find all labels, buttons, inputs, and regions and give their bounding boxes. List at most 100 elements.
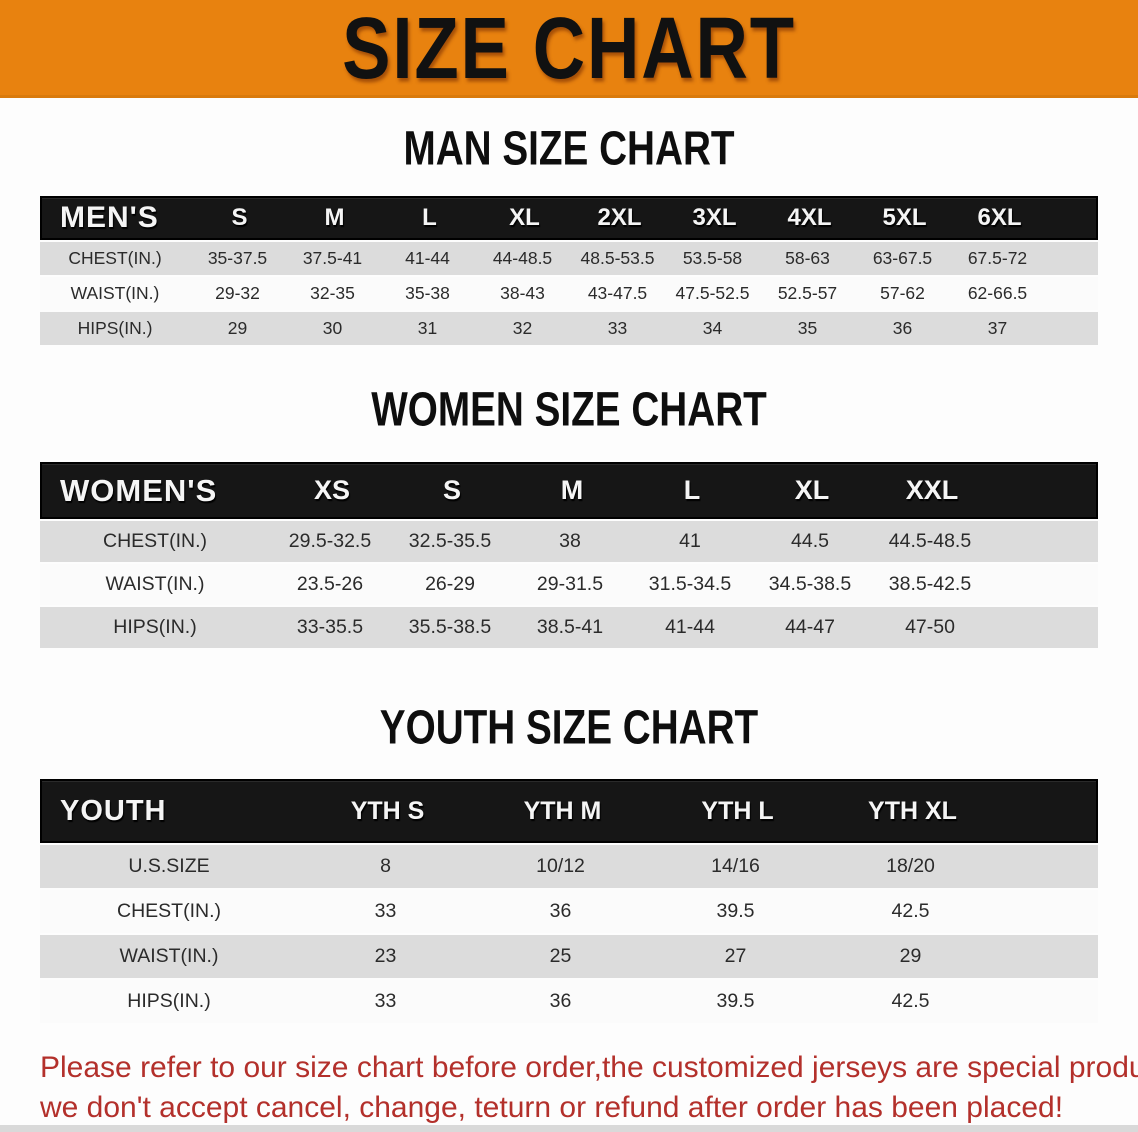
cell: 38.5-42.5 [888,573,972,595]
table-row: HIPS(IN.) 29 30 31 32 33 34 35 36 37 [40,312,1098,345]
column-header: 5XL [882,204,927,231]
row-label: HIPS(IN.) [113,616,197,638]
cell: 38.5-41 [536,616,604,638]
cell: 37 [987,318,1008,338]
column-header: L [683,475,701,505]
table-row: CHEST(IN.) 29.5-32.5 32.5-35.5 38 41 44.… [40,521,1098,562]
mens-size-table: MEN'S S M L XL 2XL 3XL 4XL 5XL 6XL CHEST… [40,196,1098,345]
cell: 31.5-34.5 [648,573,732,595]
women-section-heading: WOMEN SIZE CHART [371,383,767,437]
table-row: CHEST(IN.) 35-37.5 37.5-41 41-44 44-48.5… [40,242,1098,275]
cell: 25 [549,945,572,967]
cell: 57-62 [880,283,925,303]
column-header: YTH L [701,796,774,825]
cell: 35 [797,318,818,338]
column-header: XXL [905,475,959,505]
row-label: WAIST(IN.) [119,945,219,967]
column-header: XS [313,475,351,505]
mens-table-title: MEN'S [60,201,159,234]
cell: 44-47 [785,616,835,638]
cell: 29 [899,945,922,967]
cell: 39.5 [716,990,755,1012]
youth-section-heading: YOUTH SIZE CHART [379,701,759,755]
cell: 42.5 [891,990,930,1012]
row-label: HIPS(IN.) [77,318,153,338]
column-header: M [560,475,584,505]
cell: 29 [227,318,248,338]
youth-size-table: YOUTH YTH S YTH M YTH L YTH XL U.S.SIZE … [40,779,1098,1023]
cell: 43-47.5 [587,283,648,303]
cell: 18/20 [886,855,935,877]
cell: 44-48.5 [492,248,553,268]
cell: 30 [322,318,343,338]
cell: 67.5-72 [967,248,1028,268]
column-header: 6XL [977,204,1022,231]
row-label: U.S.SIZE [128,855,210,877]
bottom-edge-strip [0,1125,1138,1132]
table-row: WAIST(IN.) 23 25 27 29 [40,935,1098,978]
column-header: YTH S [350,796,425,825]
cell: 31 [417,318,438,338]
column-header: YTH M [523,796,602,825]
cell: 29.5-32.5 [288,530,372,552]
column-header: XL [794,475,830,505]
youth-table-title: YOUTH [60,794,167,827]
cell: 36 [549,900,572,922]
cell: 32 [512,318,533,338]
men-section-heading: MAN SIZE CHART [403,122,735,176]
row-label: CHEST(IN.) [103,530,207,552]
cell: 52.5-57 [777,283,838,303]
row-label: CHEST(IN.) [117,900,221,922]
table-row: HIPS(IN.) 33 36 39.5 42.5 [40,980,1098,1023]
cell: 14/16 [711,855,760,877]
youth-header-row: YOUTH YTH S YTH M YTH L YTH XL [40,779,1098,843]
cell: 27 [724,945,747,967]
disclaimer-line-1: Please refer to our size chart before or… [40,1051,1138,1084]
cell: 47.5-52.5 [675,283,750,303]
cell: 26-29 [425,573,475,595]
cell: 44.5-48.5 [888,530,972,552]
cell: 58-63 [785,248,830,268]
cell: 33 [607,318,628,338]
page-title: SIZE CHART [342,0,796,97]
column-header: 3XL [692,204,737,231]
row-label: HIPS(IN.) [127,990,211,1012]
disclaimer-text: Please refer to our size chart before or… [40,1048,1138,1128]
womens-size-table: WOMEN'S XS S M L XL XXL CHEST(IN.) 29.5-… [40,462,1098,648]
cell: 39.5 [716,900,755,922]
cell: 62-66.5 [967,283,1028,303]
cell: 53.5-58 [682,248,743,268]
cell: 35.5-38.5 [408,616,492,638]
cell: 29-32 [215,283,260,303]
cell: 33 [374,900,397,922]
table-row: U.S.SIZE 8 10/12 14/16 18/20 [40,845,1098,888]
table-row: HIPS(IN.) 33-35.5 35.5-38.5 38.5-41 41-4… [40,607,1098,648]
column-header: 2XL [597,204,642,231]
mens-header-row: MEN'S S M L XL 2XL 3XL 4XL 5XL 6XL [40,196,1098,240]
cell: 35-38 [405,283,450,303]
cell: 63-67.5 [872,248,933,268]
cell: 48.5-53.5 [580,248,655,268]
cell: 38-43 [500,283,545,303]
table-row: CHEST(IN.) 33 36 39.5 42.5 [40,890,1098,933]
cell: 23.5-26 [296,573,364,595]
cell: 38 [559,530,581,552]
cell: 29-31.5 [536,573,604,595]
cell: 34 [702,318,723,338]
row-label: CHEST(IN.) [68,248,162,268]
cell: 36 [549,990,572,1012]
cell: 44.5 [791,530,829,552]
cell: 47-50 [905,616,955,638]
cell: 8 [380,855,391,877]
column-header: YTH XL [868,796,957,825]
womens-table-title: WOMEN'S [60,472,218,508]
cell: 32-35 [310,283,355,303]
cell: 42.5 [891,900,930,922]
table-row: WAIST(IN.) 29-32 32-35 35-38 38-43 43-47… [40,277,1098,310]
table-row: WAIST(IN.) 23.5-26 26-29 29-31.5 31.5-34… [40,564,1098,605]
column-header: XL [509,204,540,231]
column-header: L [422,204,437,231]
cell: 23 [374,945,397,967]
row-label: WAIST(IN.) [105,573,205,595]
